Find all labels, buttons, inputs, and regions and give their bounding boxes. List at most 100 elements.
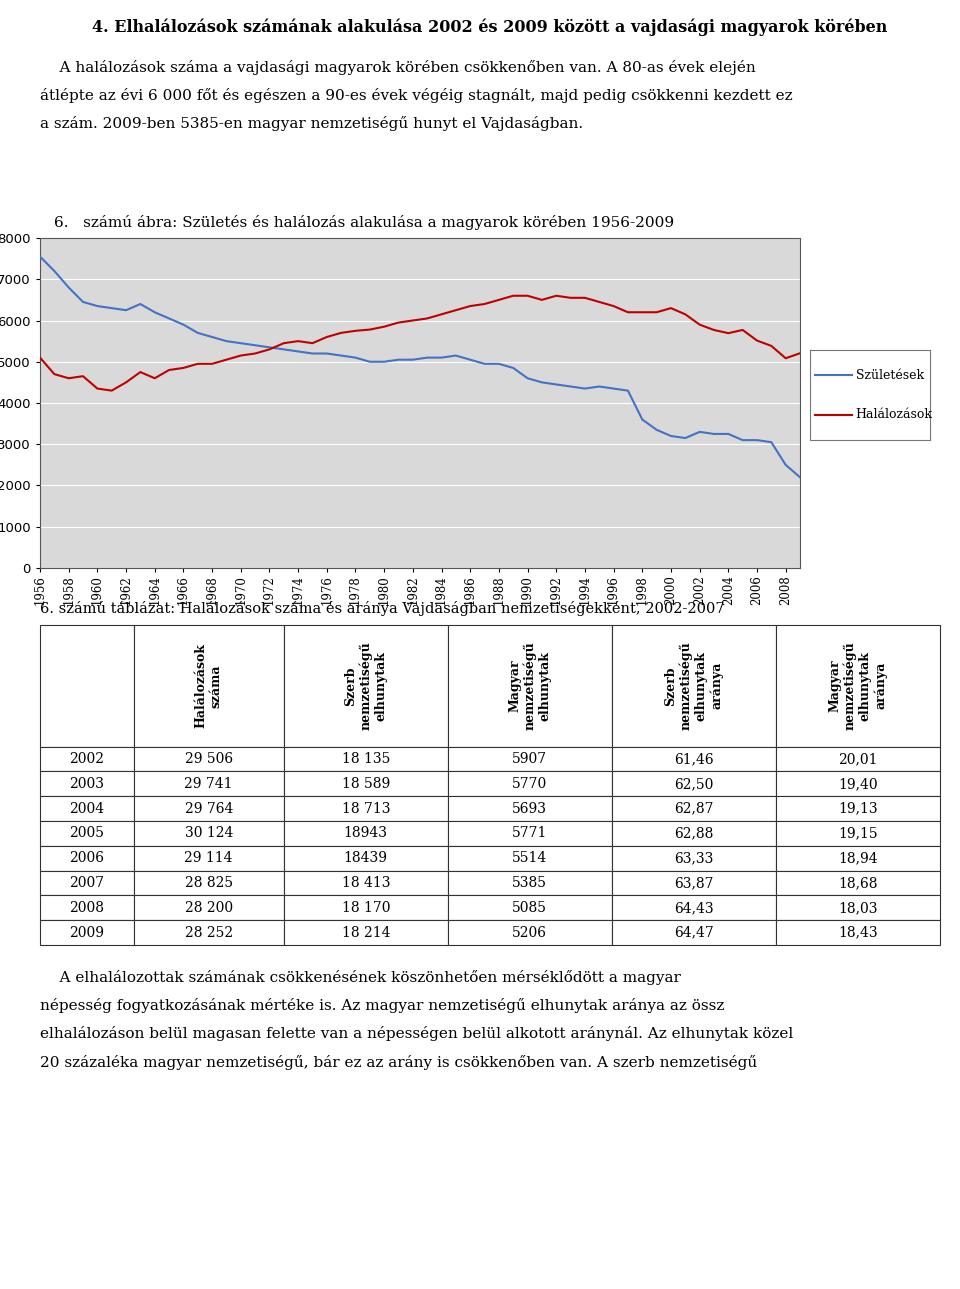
Bar	[284, 771, 447, 797]
Text: 29 741: 29 741	[184, 777, 233, 790]
Bar	[284, 821, 447, 846]
Text: Szerb
nemzetiségű
elhunytak: Szerb nemzetiségű elhunytak	[344, 642, 388, 730]
Bar	[133, 746, 284, 771]
Text: 28 825: 28 825	[184, 877, 233, 889]
Bar	[40, 771, 133, 797]
Bar	[447, 625, 612, 746]
Bar	[447, 920, 612, 945]
Text: 18,43: 18,43	[838, 926, 877, 940]
Text: 18439: 18439	[344, 851, 388, 865]
Text: 4. Elhalálozások számának alakulása 2002 és 2009 között a vajdasági magyarok kör: 4. Elhalálozások számának alakulása 2002…	[92, 18, 888, 36]
Bar	[133, 920, 284, 945]
Text: Szerb
nemzetiségű
elhunytak
aránya: Szerb nemzetiségű elhunytak aránya	[664, 642, 724, 730]
Bar	[284, 846, 447, 870]
Text: Halálozások
száma: Halálozások száma	[195, 643, 223, 728]
Text: 2008: 2008	[69, 901, 105, 915]
Text: 5693: 5693	[513, 802, 547, 816]
Text: 18,68: 18,68	[838, 877, 877, 889]
Bar	[776, 821, 940, 846]
Bar	[284, 797, 447, 821]
Text: 18 214: 18 214	[342, 926, 390, 940]
Text: A elhalálozottak számának csökkenésének köszönhetően mérséklődött a magyar
népes: A elhalálozottak számának csökkenésének …	[40, 971, 793, 1070]
Text: 2005: 2005	[69, 826, 105, 840]
Bar	[612, 896, 776, 920]
Text: 2003: 2003	[69, 777, 105, 790]
Bar	[133, 896, 284, 920]
Bar	[40, 797, 133, 821]
Text: 28 200: 28 200	[184, 901, 233, 915]
Bar	[133, 797, 284, 821]
Text: 2004: 2004	[69, 802, 105, 816]
Text: 18 713: 18 713	[342, 802, 390, 816]
Text: 5206: 5206	[513, 926, 547, 940]
Bar	[612, 746, 776, 771]
Text: 18,03: 18,03	[838, 901, 877, 915]
Text: 63,33: 63,33	[674, 851, 713, 865]
Text: 18 170: 18 170	[342, 901, 390, 915]
Bar	[612, 920, 776, 945]
Bar	[284, 625, 447, 746]
Bar	[40, 896, 133, 920]
Text: 20,01: 20,01	[838, 751, 877, 766]
Text: 62,88: 62,88	[674, 826, 713, 840]
Text: 19,15: 19,15	[838, 826, 877, 840]
Bar	[776, 920, 940, 945]
Bar	[40, 846, 133, 870]
Bar	[40, 821, 133, 846]
Bar	[447, 896, 612, 920]
Text: 19,13: 19,13	[838, 802, 877, 816]
Bar	[133, 771, 284, 797]
Bar	[447, 746, 612, 771]
Bar	[133, 870, 284, 896]
Text: 64,47: 64,47	[674, 926, 714, 940]
Bar	[612, 846, 776, 870]
Text: 30 124: 30 124	[184, 826, 233, 840]
Text: 18 589: 18 589	[342, 777, 390, 790]
Text: 19,40: 19,40	[838, 777, 877, 790]
Bar	[284, 920, 447, 945]
Bar	[447, 870, 612, 896]
Text: 62,87: 62,87	[674, 802, 713, 816]
Bar	[612, 771, 776, 797]
Bar	[133, 846, 284, 870]
Bar	[776, 771, 940, 797]
Bar	[776, 746, 940, 771]
Text: 63,87: 63,87	[674, 877, 713, 889]
Text: 28 252: 28 252	[184, 926, 233, 940]
Text: 6. számú táblázat: Halálozások száma és aránya Vajdaságban nemzetiségekként, 200: 6. számú táblázat: Halálozások száma és …	[40, 602, 725, 616]
Text: 5771: 5771	[512, 826, 547, 840]
Bar	[776, 896, 940, 920]
Text: 5385: 5385	[513, 877, 547, 889]
Text: 64,43: 64,43	[674, 901, 713, 915]
Bar	[776, 797, 940, 821]
Bar	[133, 821, 284, 846]
Text: 18,94: 18,94	[838, 851, 877, 865]
Bar	[612, 797, 776, 821]
Text: 18943: 18943	[344, 826, 388, 840]
Bar	[612, 870, 776, 896]
Text: 5514: 5514	[513, 851, 547, 865]
Text: Születések: Születések	[855, 369, 924, 382]
Text: 18 135: 18 135	[342, 751, 390, 766]
Bar	[40, 870, 133, 896]
Bar	[612, 821, 776, 846]
Text: 6.   számú ábra: Születés és halálozás alakulása a magyarok körében 1956-2009: 6. számú ábra: Születés és halálozás ala…	[54, 215, 674, 231]
Text: 2007: 2007	[69, 877, 105, 889]
Bar	[284, 896, 447, 920]
Text: 5907: 5907	[513, 751, 547, 766]
Bar	[284, 870, 447, 896]
Bar	[612, 625, 776, 746]
Text: 62,50: 62,50	[674, 777, 713, 790]
Bar	[776, 625, 940, 746]
Bar	[447, 821, 612, 846]
Text: 5770: 5770	[513, 777, 547, 790]
Text: Magyar
nemzetiségű
elhunytak: Magyar nemzetiségű elhunytak	[508, 642, 552, 730]
Text: Magyar
nemzetiségű
elhunytak
aránya: Magyar nemzetiségű elhunytak aránya	[828, 642, 888, 730]
Bar	[40, 625, 133, 746]
Bar	[284, 746, 447, 771]
Bar	[776, 846, 940, 870]
Text: 29 764: 29 764	[184, 802, 233, 816]
Text: 18 413: 18 413	[342, 877, 390, 889]
Text: A halálozások száma a vajdasági magyarok körében csökkenőben van. A 80-as évek e: A halálozások száma a vajdasági magyarok…	[40, 61, 793, 131]
Text: 29 114: 29 114	[184, 851, 233, 865]
